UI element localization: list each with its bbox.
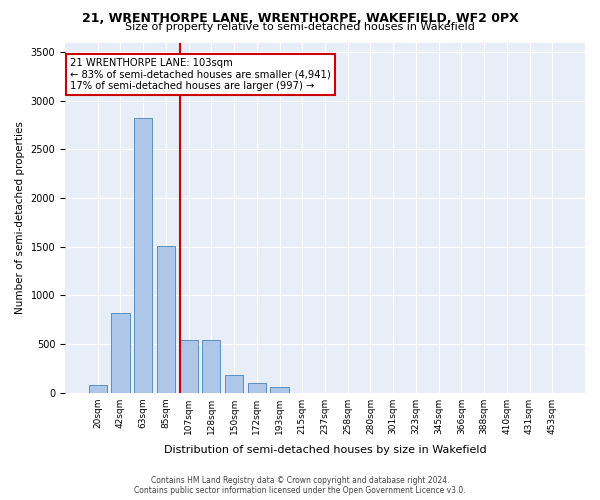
Bar [179,340,198,392]
Bar [89,386,107,392]
Text: 21, WRENTHORPE LANE, WRENTHORPE, WAKEFIELD, WF2 0PX: 21, WRENTHORPE LANE, WRENTHORPE, WAKEFIE… [82,12,518,26]
Text: Size of property relative to semi-detached houses in Wakefield: Size of property relative to semi-detach… [125,22,475,32]
Bar [271,387,289,392]
Bar [225,374,243,392]
X-axis label: Distribution of semi-detached houses by size in Wakefield: Distribution of semi-detached houses by … [164,445,487,455]
Text: Contains HM Land Registry data © Crown copyright and database right 2024.
Contai: Contains HM Land Registry data © Crown c… [134,476,466,495]
Bar [112,313,130,392]
Y-axis label: Number of semi-detached properties: Number of semi-detached properties [15,121,25,314]
Bar [157,246,175,392]
Text: 21 WRENTHORPE LANE: 103sqm
← 83% of semi-detached houses are smaller (4,941)
17%: 21 WRENTHORPE LANE: 103sqm ← 83% of semi… [70,58,331,92]
Bar [248,383,266,392]
Bar [134,118,152,392]
Bar [202,340,220,392]
